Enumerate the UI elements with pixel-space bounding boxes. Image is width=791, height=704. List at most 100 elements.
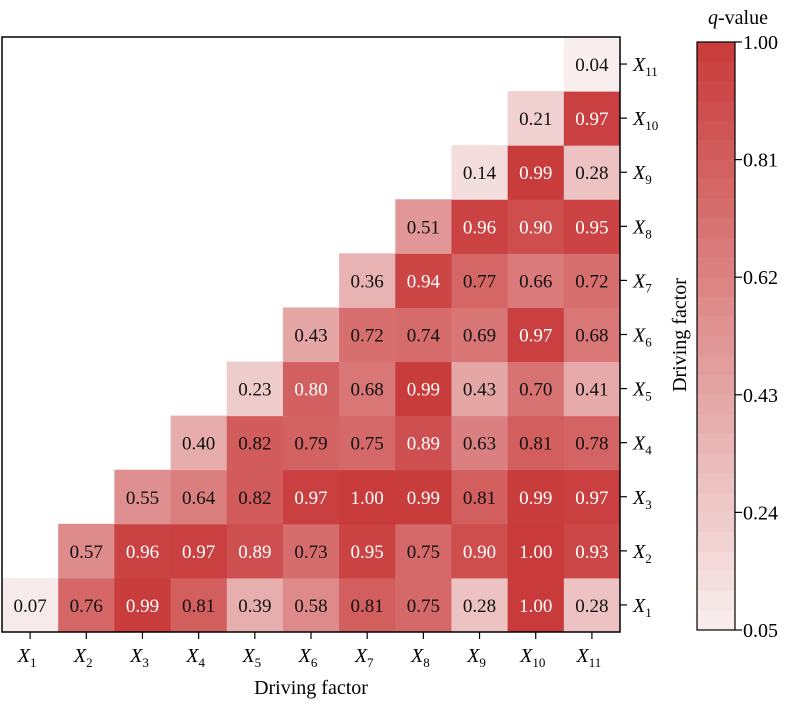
colorbar-title: q-value [708, 7, 768, 29]
y-tick-label: X4 [632, 433, 652, 458]
colorbar-segment [697, 198, 735, 219]
cell-value-label: 0.99 [519, 488, 552, 509]
cell-value-label: 0.95 [351, 542, 384, 563]
x-axis-title: Driving factor [254, 677, 368, 699]
cell-value-label: 0.21 [519, 109, 552, 130]
heatmap-cell [451, 523, 509, 579]
colorbar-segment [697, 434, 735, 455]
colorbar-frame [696, 41, 736, 631]
cell-value-label: 0.94 [407, 271, 441, 292]
colorbar-segment [697, 179, 735, 200]
colorbar-segment [697, 473, 735, 494]
cell-value-label: 0.74 [407, 326, 441, 347]
x-tick-label: X10 [519, 645, 545, 670]
x-tick-label: X3 [129, 645, 149, 670]
heatmap-cell [226, 415, 284, 471]
heatmap-cell [451, 469, 509, 525]
colorbar-tick-label: 0.43 [743, 385, 778, 407]
y-tick-label: X5 [632, 379, 652, 404]
y-axis-title: Driving factor [669, 278, 691, 392]
x-tick-label: X2 [73, 645, 93, 670]
cell-value-label: 0.97 [182, 542, 215, 563]
heatmap-cell [339, 415, 396, 471]
cell-value-label: 0.64 [182, 488, 216, 509]
heatmap-cell [114, 469, 172, 525]
cell-value-label: 1.00 [519, 542, 552, 563]
heatmap-cell [507, 199, 565, 254]
cell-value-label: 0.99 [407, 380, 440, 401]
heatmap-cell [507, 253, 565, 308]
cell-value-label: 0.75 [351, 434, 384, 455]
colorbar-segment [697, 100, 735, 121]
colorbar-segment [697, 414, 735, 435]
cell-value-label: 0.90 [463, 542, 496, 563]
cell-value-label: 0.28 [575, 163, 608, 184]
heatmap-cell [282, 307, 340, 363]
x-tick-label: X1 [17, 645, 37, 670]
cell-value-label: 0.90 [519, 217, 552, 238]
y-tick-label: X7 [632, 270, 652, 295]
cell-value-label: 0.81 [182, 596, 215, 617]
colorbar-segment [697, 316, 735, 337]
cell-value-label: 0.58 [294, 596, 327, 617]
cell-value-label: 0.72 [575, 271, 608, 292]
colorbar-tick-label: 0.81 [743, 150, 778, 172]
heatmap-cell [282, 469, 340, 525]
x-tick-label: X4 [185, 645, 205, 670]
heatmap-cell [226, 577, 284, 633]
cell-value-label: 0.80 [294, 380, 327, 401]
colorbar-segment [697, 81, 735, 102]
heatmap-cell [2, 577, 59, 633]
heatmap-cell [282, 361, 340, 417]
heatmap-cell [395, 361, 452, 417]
cell-value-label: 0.23 [238, 380, 271, 401]
heatmap-cell [563, 253, 621, 308]
cell-value-label: 0.78 [575, 434, 608, 455]
heatmap-cell [170, 577, 228, 633]
heatmap-cell [563, 307, 621, 363]
heatmap-cell [170, 469, 228, 525]
colorbar-segment [697, 512, 735, 533]
heatmap-cell [282, 415, 340, 471]
cell-value-label: 0.41 [575, 380, 608, 401]
cell-value-label: 0.39 [238, 596, 271, 617]
heatmap-cell [58, 577, 115, 633]
heatmap-cell [170, 415, 228, 471]
colorbar-tick-label: 0.62 [743, 267, 778, 289]
cell-value-label: 0.99 [126, 596, 159, 617]
heatmap-cell [507, 523, 565, 579]
heatmap-cell [507, 577, 565, 633]
cell-value-label: 0.93 [575, 542, 608, 563]
cell-value-label: 0.72 [351, 326, 384, 347]
heatmap-cell [226, 361, 284, 417]
heatmap-cell [170, 523, 228, 579]
heatmap-cell [563, 577, 621, 633]
heatmap-cell [395, 469, 452, 525]
y-tick-label: X1 [632, 595, 652, 620]
colorbar-segment [697, 394, 735, 415]
cell-value-label: 0.28 [575, 596, 608, 617]
cell-value-label: 0.89 [238, 542, 271, 563]
heatmap-cell [563, 199, 621, 254]
cell-value-label: 0.57 [70, 542, 103, 563]
cell-value-label: 0.82 [238, 434, 271, 455]
cell-value-label: 0.43 [294, 326, 327, 347]
cell-value-label: 0.96 [126, 542, 159, 563]
cell-value-label: 0.43 [463, 380, 496, 401]
y-tick-label: X6 [632, 325, 652, 350]
heatmap-cell [563, 37, 621, 92]
heatmap-cell [395, 415, 452, 471]
cell-value-label: 0.63 [463, 434, 496, 455]
cell-value-label: 0.07 [13, 596, 46, 617]
colorbar-tick-label: 1.00 [743, 32, 778, 54]
colorbar-segment [697, 296, 735, 317]
colorbar-segment [697, 120, 735, 141]
colorbar-segment [697, 140, 735, 161]
heatmap-cell [507, 415, 565, 471]
y-tick-label: X9 [632, 162, 652, 187]
cell-value-label: 0.81 [519, 434, 552, 455]
cell-value-label: 0.81 [463, 488, 496, 509]
heatmap-cell [451, 361, 509, 417]
heatmap-cell [563, 523, 621, 579]
cell-value-label: 0.40 [182, 434, 215, 455]
